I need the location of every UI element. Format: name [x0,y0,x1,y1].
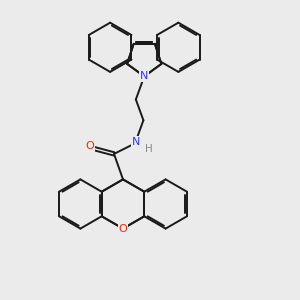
Text: N: N [140,71,148,81]
Text: O: O [118,224,127,234]
Text: N: N [132,137,141,147]
Text: H: H [145,144,152,154]
Text: O: O [85,141,94,152]
Text: N: N [140,71,148,81]
Text: O: O [118,224,127,234]
